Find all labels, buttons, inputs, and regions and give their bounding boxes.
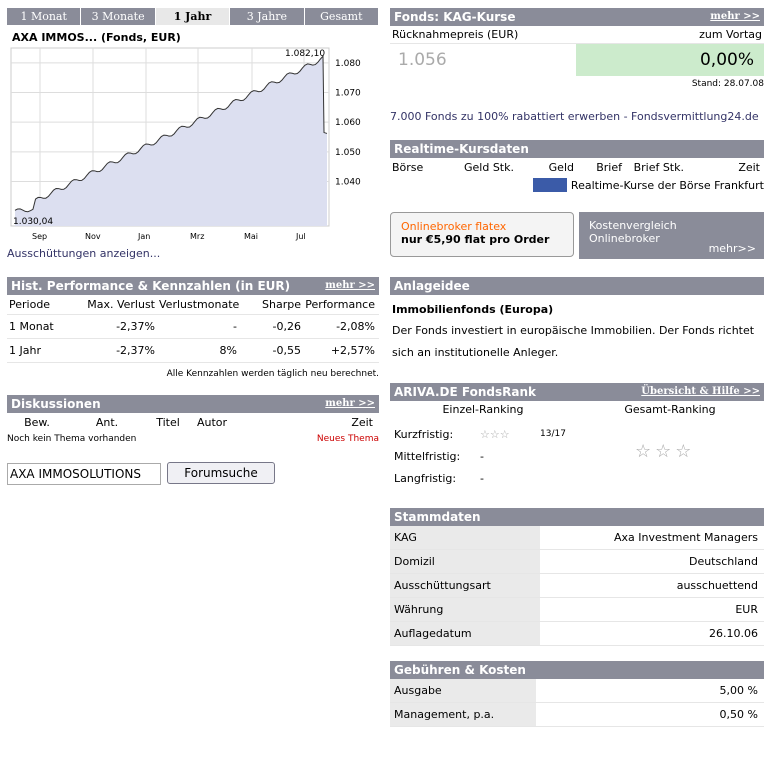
- new-topic-link[interactable]: Neues Thema: [316, 434, 379, 444]
- realtime-header-row: Börse Geld Stk. Geld Brief Brief Stk. Ze…: [392, 160, 760, 174]
- promo-link[interactable]: 7.000 Fonds zu 100% rabattiert erwerben …: [390, 110, 759, 123]
- change-value: 0,00%: [576, 44, 764, 76]
- kostenvergleich-banner[interactable]: Kostenvergleich Onlinebroker mehr>>: [579, 212, 764, 259]
- forum-search-input[interactable]: [7, 463, 161, 485]
- x-tick-label: Nov: [85, 232, 101, 241]
- row-value: 5,00 %: [536, 679, 764, 702]
- flatex-banner[interactable]: Onlinebroker flatex nur €5,90 flat pro O…: [390, 212, 574, 257]
- x-tick-label: Sep: [32, 232, 47, 241]
- realtime-note[interactable]: Realtime-Kurse der Börse Frankfurt: [570, 178, 764, 192]
- row-value: 26.10.06: [540, 622, 764, 645]
- row-value: Axa Investment Managers Deutschland: [540, 526, 764, 567]
- geb-header: Gebühren & Kosten: [390, 661, 764, 679]
- disk-empty: Noch kein Thema vorhanden: [7, 434, 137, 444]
- flatex-title: Onlinebroker flatex: [401, 220, 507, 233]
- table-row: Ausschüttungsart ausschuettend: [390, 574, 764, 598]
- kv-more: mehr>>: [708, 242, 756, 255]
- list-item: Mittelfristig: -: [394, 449, 484, 463]
- kag-label2: zum Vortag: [699, 28, 762, 41]
- idee-sub: Immobilienfonds (Europa): [392, 303, 554, 316]
- table-row: 1 Monat -2,37% - -0,26 -2,08%: [7, 315, 379, 339]
- y-tick-label: 1.050: [335, 148, 361, 158]
- disk-header-row: Bew. Ant. Titel Autor Zeit: [24, 415, 373, 429]
- star-icon: ☆☆☆: [480, 427, 510, 441]
- table-row: Auflagedatum 26.10.06: [390, 622, 764, 646]
- chart-area: [15, 56, 327, 226]
- max-label: 1.082,10: [285, 49, 325, 59]
- y-tick-label: 1.080: [335, 59, 361, 69]
- list-item: Kurzfristig: ☆☆☆ 13/17: [394, 427, 566, 441]
- table-row: Währung EUR: [390, 598, 764, 622]
- row-value: ausschuettend: [540, 574, 764, 597]
- chart-line: [14, 54, 328, 213]
- row-value: Deutschland: [540, 550, 764, 573]
- min-label: 1.030,04: [13, 217, 53, 227]
- chart-title: AXA IMMOS... (Fonds, EUR): [12, 31, 181, 44]
- ausschuettungen-link[interactable]: Ausschüttungen anzeigen...: [7, 247, 161, 260]
- kag-header: Fonds: KAG-Kurse mehr >>: [390, 8, 764, 26]
- tab-3-jahre[interactable]: 3 Jahre: [230, 8, 305, 25]
- table-row: Ausgabe 5,00 %: [390, 679, 764, 703]
- discussion-header: Diskussionen mehr >>: [7, 395, 379, 413]
- idee-text: Der Fonds investiert in europäische Immo…: [392, 324, 755, 359]
- row-value: EUR: [540, 598, 764, 621]
- x-tick-label: Mrz: [190, 232, 204, 241]
- redemption-price: 1.056: [398, 50, 447, 70]
- row-label: Domizil: [390, 550, 540, 573]
- stamm-header: Stammdaten: [390, 508, 764, 526]
- anlageidee-section: Anlageidee Immobilienfonds (Europa) Der …: [390, 277, 764, 364]
- table-row: 1 Jahr -2,37% 8% -0,55 +2,57%: [7, 339, 379, 363]
- perf-more-link[interactable]: mehr >>: [325, 280, 375, 291]
- rank-h1: Einzel-Ranking: [442, 403, 524, 416]
- realtime-header: Realtime-Kursdaten: [390, 140, 764, 158]
- tab-gesamt[interactable]: Gesamt: [304, 8, 380, 25]
- row-label: Währung: [390, 598, 540, 621]
- forum-search-button[interactable]: Forumsuche: [167, 462, 275, 484]
- tab-1-jahr[interactable]: 1 Jahr: [155, 8, 231, 25]
- gebuehren-section: Gebühren & Kosten Ausgabe 5,00 % Managemen…: [390, 661, 764, 727]
- row-label: Ausgabe: [390, 679, 536, 702]
- realtime-section: Realtime-Kursdaten Börse Geld Stk. Geld …: [390, 140, 764, 192]
- kv-line1: Kostenvergleich: [589, 219, 677, 232]
- kag-more-link[interactable]: mehr >>: [710, 11, 760, 22]
- row-label: Ausschüttungsart: [390, 574, 540, 597]
- tab-3-monate[interactable]: 3 Monate: [81, 8, 156, 25]
- y-tick-label: 1.040: [335, 178, 361, 188]
- row-label: KAG: [390, 526, 540, 549]
- price-chart: 1.080 1.070 1.060 1.050 1.040 Sep Nov Jan Mrz Ma…: [10, 47, 361, 241]
- period-tabs: 1 Monat 3 Monate 1 Jahr 3 Jahre Gesamt: [7, 8, 380, 25]
- x-tick-label: Mai: [244, 232, 258, 241]
- stand-date: Stand: 28.07.08: [691, 79, 764, 89]
- y-tick-label: 1.070: [335, 89, 361, 99]
- x-tick-label: Jan: [137, 232, 150, 241]
- rank-more-link[interactable]: Übersicht & Hilfe >>: [641, 386, 760, 397]
- perf-note: Alle Kennzahlen werden täglich neu berec…: [166, 369, 379, 379]
- fondsrank-section: ARIVA.DE FondsRank Übersicht & Hilfe >> E…: [390, 383, 764, 489]
- kag-label: Rücknahmepreis (EUR): [392, 28, 519, 41]
- y-tick-label: 1.060: [335, 118, 361, 128]
- x-tick-label: Jul: [295, 232, 306, 241]
- gesamt-star-icon: ☆☆☆: [635, 441, 696, 462]
- rank-h2: Gesamt-Ranking: [624, 403, 716, 416]
- rank-header: ARIVA.DE FondsRank Übersicht & Hilfe >>: [390, 383, 764, 401]
- kag-section: Fonds: KAG-Kurse mehr >> Rücknahmepreis (…: [390, 8, 764, 89]
- flatex-price: nur €5,90 flat pro Order: [401, 233, 550, 246]
- row-value: 0,50 %: [536, 703, 764, 726]
- kv-line2: Onlinebroker: [589, 232, 660, 245]
- disk-more-link[interactable]: mehr >>: [325, 398, 375, 409]
- realtime-icon: [532, 178, 567, 192]
- list-item: Langfristig: -: [394, 471, 484, 485]
- row-label: Management, p.a.: [390, 703, 536, 726]
- row-label: Auflagedatum: [390, 622, 540, 645]
- table-row: Domizil Deutschland: [390, 550, 764, 574]
- performance-section: Hist. Performance & Kennzahlen (in EUR) m…: [7, 277, 379, 379]
- perf-header-row: Periode Max. Verlust Verlustmonate Sharp…: [7, 295, 379, 315]
- idee-header: Anlageidee: [390, 277, 764, 295]
- discussion-section: Diskussionen mehr >> Bew. Ant. Titel Auto…: [7, 395, 379, 444]
- performance-header: Hist. Performance & Kennzahlen (in EUR) m…: [7, 277, 379, 295]
- table-row: Management, p.a. 0,50 %: [390, 703, 764, 727]
- tab-1-monat[interactable]: 1 Monat: [7, 8, 82, 25]
